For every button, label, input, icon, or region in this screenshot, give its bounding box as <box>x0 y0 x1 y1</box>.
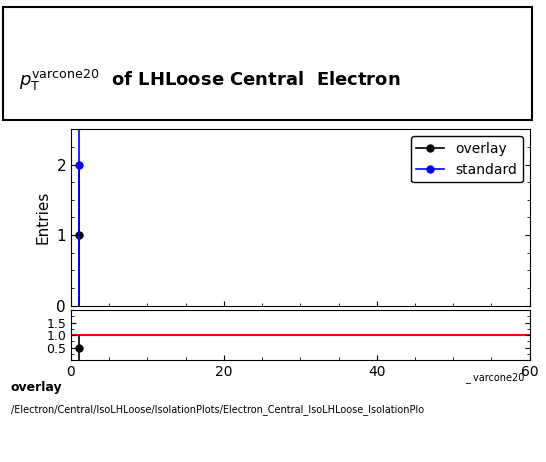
Text: _ varcone20: _ varcone20 <box>465 372 524 383</box>
Text: overlay: overlay <box>11 381 63 394</box>
Text: /Electron/Central/IsoLHLoose/IsolationPlots/Electron_Central_IsoLHLoose_Isolatio: /Electron/Central/IsoLHLoose/IsolationPl… <box>11 404 424 415</box>
Text: $p_{\mathrm{T}}^{\mathrm{varcone20}}$  of LHLoose Central  Electron: $p_{\mathrm{T}}^{\mathrm{varcone20}}$ of… <box>19 68 400 93</box>
Legend: overlay, standard: overlay, standard <box>411 136 523 182</box>
Y-axis label: Entries: Entries <box>36 191 51 244</box>
